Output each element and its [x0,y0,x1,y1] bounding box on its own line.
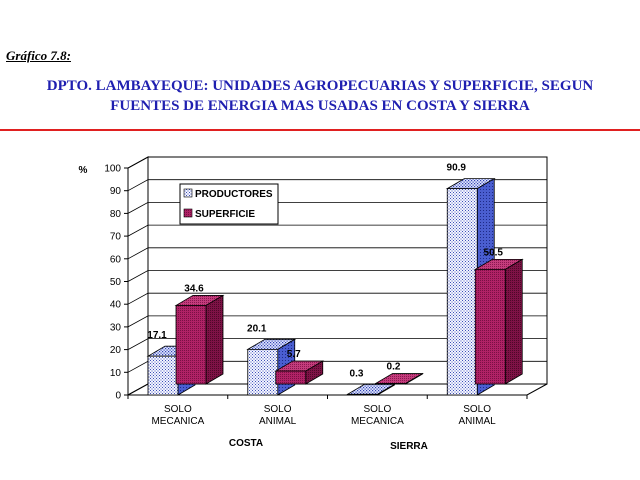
x-axis: SOLOMECANICASOLOANIMALSOLOMECANICASOLOAN… [127,395,528,452]
gridline [127,315,547,328]
category-label: MECANICA [151,416,204,427]
bar-superficie-2 [374,372,424,385]
bar-productores-2-front [347,393,378,396]
group-label-sierra: SIERRA [390,441,428,452]
category-label: ANIMAL [259,416,297,427]
legend-label-productores: PRODUCTORES [195,189,273,200]
category-label: SOLO [363,404,391,415]
category-label: MECANICA [351,416,404,427]
bar-superficie-3-side [504,258,523,385]
gridline [127,247,547,260]
category-label: SOLO [164,404,192,415]
gridline [127,224,547,237]
value-label-superficie: 50.5 [484,247,504,258]
y-tick-label: 10 [110,368,122,379]
value-label-productores: 20.1 [247,323,267,334]
y-axis-unit: % [79,165,88,176]
gridline [127,201,547,214]
bar-superficie-1-front [275,370,307,385]
title-divider [0,129,640,131]
legend-swatch-productores [183,188,193,198]
group-label-costa: COSTA [229,438,263,449]
y-axis: 0 10 20 30 40 50 60 70 80 90 100% [79,164,128,402]
chart-title: DPTO. LAMBAYEQUE: UNIDADES AGROPECUARIAS… [0,76,640,116]
gridline [127,156,547,169]
floor [127,383,548,396]
chart-title-line-2: FUENTES DE ENERGIA MAS USADAS EN COSTA Y… [110,98,530,114]
legend-swatch-superficie [183,208,193,218]
y-tick-label: 90 [110,186,122,197]
legend-box [179,183,279,225]
y-tick-label: 100 [104,164,121,175]
y-tick-label: 70 [110,232,122,243]
legend-label-superficie: SUPERFICIE [195,209,255,220]
bar-superficie-0 [174,294,225,385]
bar-superficie-0-side [205,294,224,385]
value-label-superficie: 5.7 [287,349,301,360]
gridline [127,292,547,305]
figure-label: Gráfico 7.8: [6,48,71,63]
category-label: ANIMAL [459,416,497,427]
bar-superficie-1 [274,360,325,385]
value-label-productores: 90.9 [447,163,467,174]
gridline [127,179,547,192]
legend: PRODUCTORES SUPERFICIE [179,183,279,225]
y-tick-label: 60 [110,254,122,265]
bar-productores-0-front [147,355,179,396]
bar-superficie-0-front [175,305,207,385]
category-label: SOLO [264,404,292,415]
y-tick-label: 20 [110,345,122,356]
bars [146,177,524,396]
y-tick-label: 30 [110,322,122,333]
category-label: SOLO [463,404,491,415]
bar-productores-1-front [247,348,279,396]
gridline [127,270,547,282]
chart-title-line-1: DPTO. LAMBAYEQUE: UNIDADES AGROPECUARIAS… [46,78,594,94]
value-label-productores: 17.1 [147,330,167,341]
y-tick-label: 0 [115,391,121,402]
bar-superficie-3 [473,258,524,385]
value-label-productores: 0.3 [350,368,364,379]
value-label-superficie: 0.2 [387,362,401,373]
value-labels: 17.1 34.6 20.1 5.7 0.3 0.2 90.9 50.5 [147,163,503,380]
value-label-superficie: 34.6 [184,283,204,294]
y-tick-label: 40 [110,300,122,311]
y-tick-label: 80 [110,209,122,220]
gridline [127,338,547,350]
bar-productores-3-front [446,188,478,396]
y-tick-label: 50 [110,277,122,288]
bar-superficie-3-front [474,268,506,385]
